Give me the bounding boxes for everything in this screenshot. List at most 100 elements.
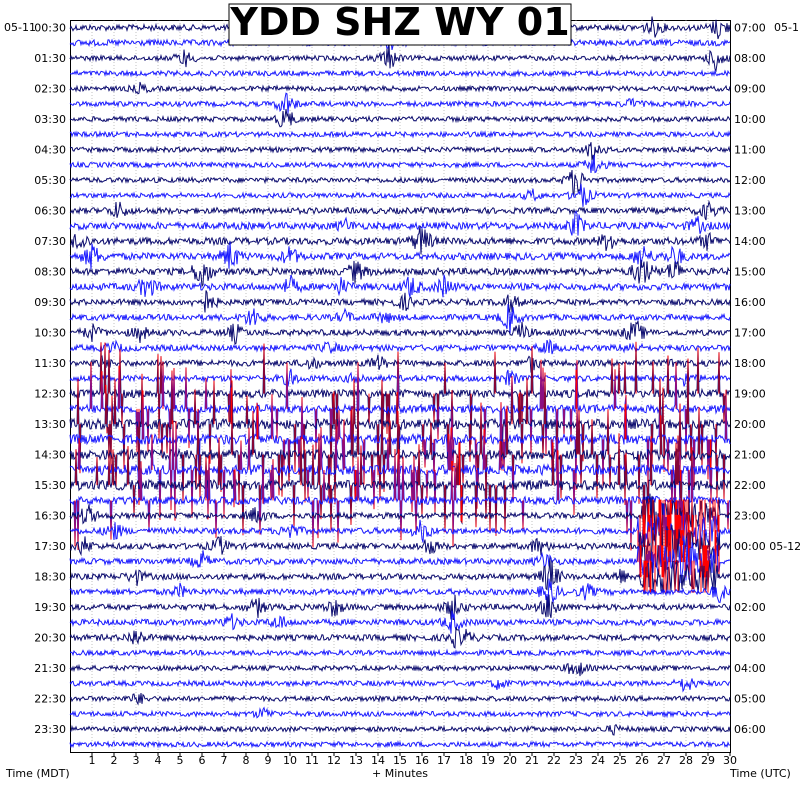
trace-line xyxy=(69,359,731,461)
chart-title: YDD SHZ WY 01 xyxy=(229,0,569,44)
right-time-label: 13:00 xyxy=(734,205,766,218)
right-time-label: 02:00 xyxy=(734,601,766,614)
left-time-label: 09:30 xyxy=(34,296,66,309)
trace-line xyxy=(69,43,731,73)
left-time-label: 01:30 xyxy=(34,52,66,65)
right-date-label: 05-1 xyxy=(774,21,799,34)
right-time-label: 20:00 xyxy=(734,418,766,431)
trace-line xyxy=(69,130,731,139)
x-tick-label: 1 xyxy=(89,754,96,767)
x-tick-label: 9 xyxy=(265,754,272,767)
right-time-label: 18:00 xyxy=(734,357,766,370)
x-tick-label: 12 xyxy=(327,754,341,767)
trace-line xyxy=(69,693,731,706)
left-time-label: 04:30 xyxy=(34,144,66,157)
x-tick-label: 13 xyxy=(349,754,363,767)
x-tick-label: 23 xyxy=(569,754,583,767)
right-time-label: 09:00 xyxy=(734,83,766,96)
right-time-label: 00:00 05-12 xyxy=(734,540,800,553)
x-tick-label: 25 xyxy=(613,754,627,767)
trace-line xyxy=(69,354,731,373)
x-tick-label: 27 xyxy=(657,754,671,767)
right-time-label: 01:00 xyxy=(734,571,766,584)
trace-line xyxy=(69,706,731,719)
x-axis-ticks: 1 2 3 4 5 6 7 8 9 10 11 12 13 14 15 16 17 18 19 20 21 22 23 24 2… xyxy=(89,752,737,767)
left-time-label: 21:30 xyxy=(34,662,66,675)
left-time-label: 23:30 xyxy=(34,723,66,736)
left-axis-title: Time (MDT) xyxy=(5,767,70,780)
trace-line xyxy=(69,290,731,314)
trace-line xyxy=(69,740,731,749)
right-time-label: 22:00 xyxy=(734,479,766,492)
right-axis-title: Time (UTC) xyxy=(729,767,791,780)
x-tick-label: 20 xyxy=(503,754,517,767)
left-time-label: 12:30 xyxy=(34,388,66,401)
right-time-labels: 07:00 08:00 09:00 10:00 11:00 12:00 13:00 14:00… xyxy=(734,22,800,737)
trace-line xyxy=(69,259,731,288)
right-time-label: 12:00 xyxy=(734,174,766,187)
left-time-label: 10:30 xyxy=(34,327,66,340)
right-time-label: 14:00 xyxy=(734,235,766,248)
trace-line xyxy=(69,81,731,95)
trace-line xyxy=(69,535,731,584)
x-tick-label: 6 xyxy=(199,754,206,767)
left-time-label: 17:30 xyxy=(34,540,66,553)
trace-line xyxy=(69,678,731,693)
x-tick-label: 29 xyxy=(701,754,715,767)
left-time-label: 22:30 xyxy=(34,693,66,706)
right-time-label: 06:00 xyxy=(734,723,766,736)
trace-line xyxy=(69,142,731,163)
trace-line xyxy=(69,320,731,346)
right-time-label: 10:00 xyxy=(734,113,766,126)
right-time-label: 11:00 xyxy=(734,144,766,157)
left-time-label: 15:30 xyxy=(34,479,66,492)
left-time-label: 14:30 xyxy=(34,449,66,462)
trace-line xyxy=(69,578,731,607)
x-tick-label: 19 xyxy=(481,754,495,767)
x-tick-label: 18 xyxy=(459,754,473,767)
trace-line xyxy=(69,199,731,221)
left-time-label: 16:30 xyxy=(34,510,66,523)
left-time-label: 08:30 xyxy=(34,266,66,279)
right-time-label: 15:00 xyxy=(734,266,766,279)
left-time-label: 03:30 xyxy=(34,113,66,126)
x-tick-label: 28 xyxy=(679,754,693,767)
right-time-label: 17:00 xyxy=(734,327,766,340)
left-date-label: 05-11 xyxy=(4,21,36,34)
right-time-label: 04:00 xyxy=(734,662,766,675)
trace-line xyxy=(69,627,731,649)
trace-line xyxy=(69,183,731,207)
x-tick-label: 21 xyxy=(525,754,539,767)
trace-line xyxy=(69,402,731,506)
x-tick-label: 17 xyxy=(437,754,451,767)
trace-line xyxy=(69,225,731,255)
x-tick-label: 14 xyxy=(371,754,385,767)
x-tick-label: 16 xyxy=(415,754,429,767)
left-time-label: 18:30 xyxy=(34,571,66,584)
trace-line xyxy=(69,525,731,575)
x-tick-label: 10 xyxy=(283,754,297,767)
left-time-label: 00:30 xyxy=(34,22,66,35)
trace-line xyxy=(69,274,731,298)
x-tick-label: 26 xyxy=(635,754,649,767)
trace-line xyxy=(69,210,731,236)
right-time-label: 07:00 xyxy=(734,22,766,35)
left-time-label: 06:30 xyxy=(34,205,66,218)
trace-line xyxy=(69,338,731,355)
x-tick-label: 30 xyxy=(723,754,737,767)
x-tick-label: 8 xyxy=(243,754,250,767)
trace-line xyxy=(70,648,731,658)
left-time-label: 05:30 xyxy=(34,174,66,187)
left-time-label: 11:30 xyxy=(34,357,66,370)
left-time-label: 19:30 xyxy=(34,601,66,614)
right-time-label: 05:00 xyxy=(734,693,766,706)
x-axis-title: + Minutes xyxy=(372,767,428,780)
trace-line xyxy=(69,368,731,387)
x-tick-label: 24 xyxy=(591,754,605,767)
x-tick-label: 22 xyxy=(547,754,561,767)
left-time-labels: 00:30 01:30 02:30 03:30 04:30 05:30 06:30 07:30… xyxy=(34,22,66,737)
x-tick-label: 2 xyxy=(111,754,118,767)
title-box xyxy=(228,3,572,46)
x-tick-label: 4 xyxy=(155,754,162,767)
